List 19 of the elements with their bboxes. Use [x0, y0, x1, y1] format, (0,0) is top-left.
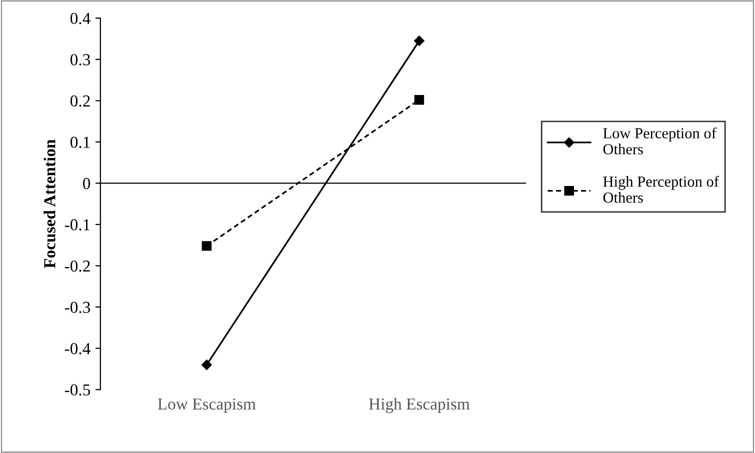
y-tick-label: 0.4	[70, 12, 90, 24]
y-tick-label: 0.3	[70, 54, 90, 66]
y-tick-label: 0	[82, 178, 90, 190]
point	[202, 241, 212, 251]
y-tick-label: 0.2	[70, 95, 90, 107]
y-tick-label: -0.4	[64, 343, 90, 354]
y-tick-label: -0.1	[64, 219, 90, 231]
x-tick-label: High Escapism	[369, 398, 470, 414]
legend-label: High Perception of Others	[603, 176, 719, 203]
legend-label: Low Perception of Others	[603, 128, 716, 154]
y-axis-title: Focused Attention	[44, 140, 56, 268]
y-tick-label: -0.3	[64, 302, 90, 314]
y-tick-label: 0.1	[70, 136, 90, 148]
y-tick-label: -0.2	[64, 260, 90, 272]
point	[414, 94, 424, 105]
point	[202, 360, 212, 370]
x-tick-label: Low Escapism	[158, 398, 256, 414]
y-tick-label: -0.5	[64, 384, 90, 396]
point	[414, 36, 424, 46]
